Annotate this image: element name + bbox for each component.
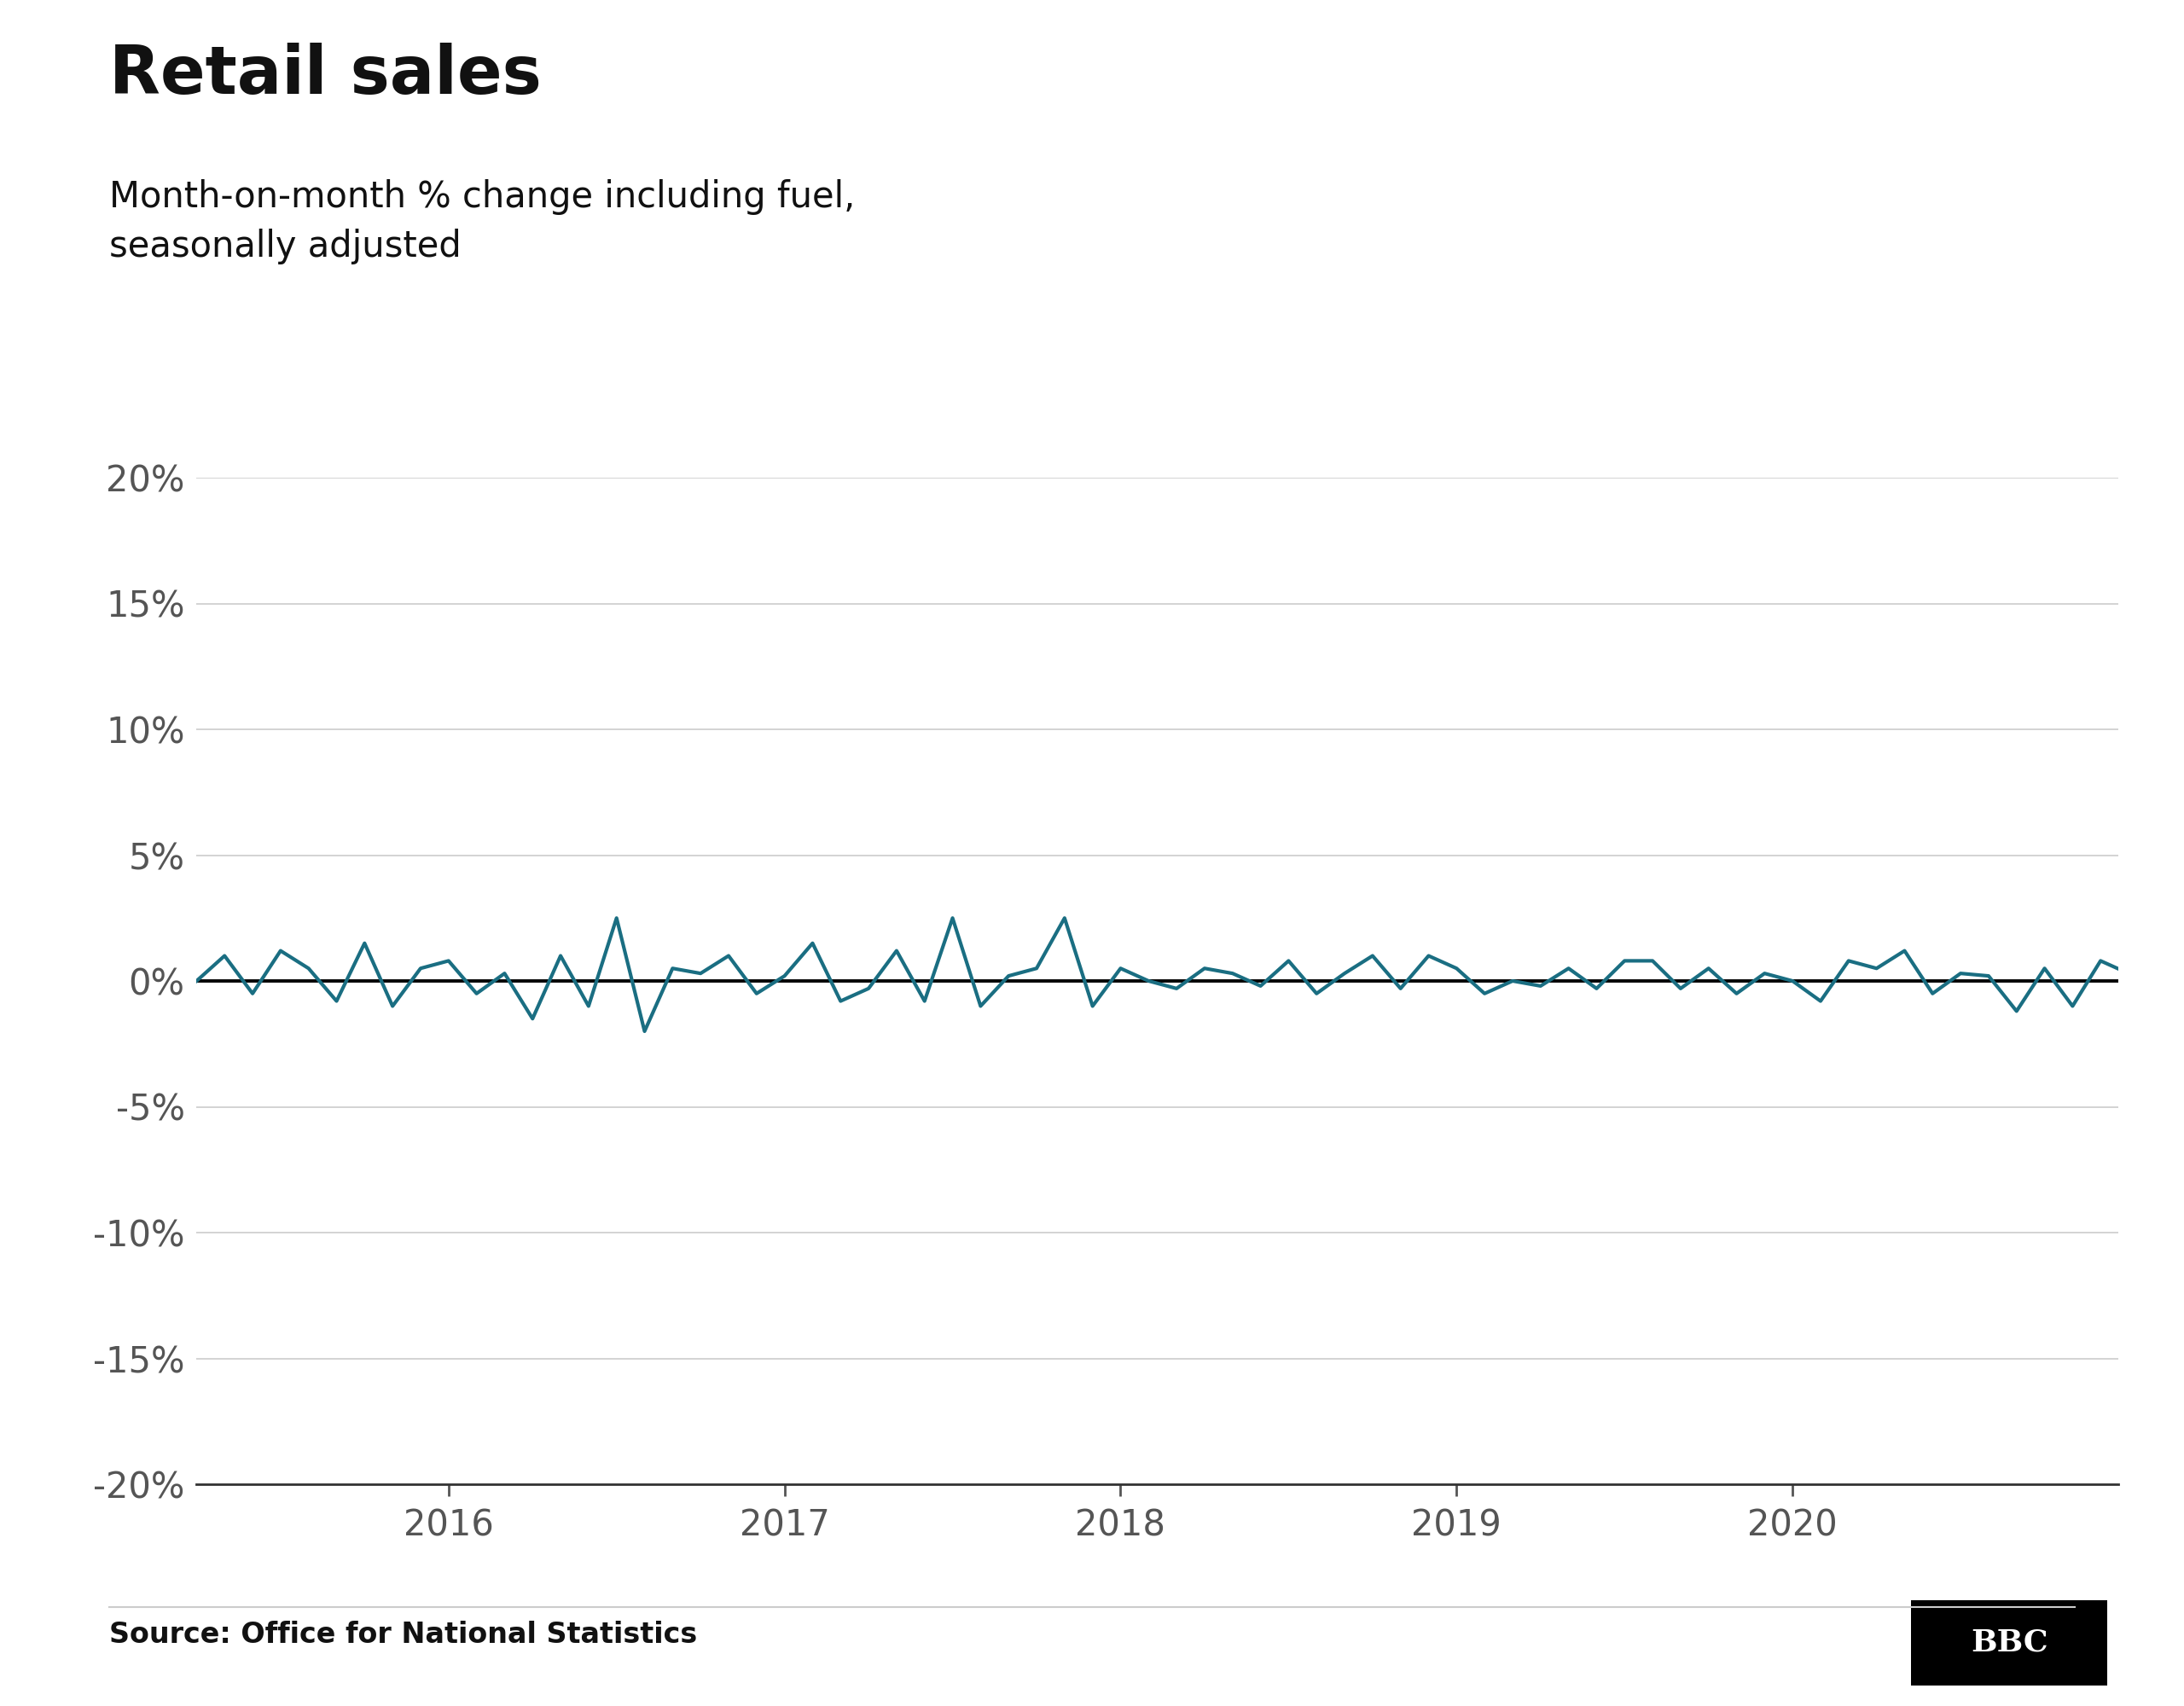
Text: Month-on-month % change including fuel,
seasonally adjusted: Month-on-month % change including fuel, … <box>109 179 856 264</box>
Text: BBC: BBC <box>1970 1628 2049 1658</box>
Text: Retail sales: Retail sales <box>109 43 542 107</box>
Text: Source: Office for National Statistics: Source: Office for National Statistics <box>109 1621 697 1648</box>
